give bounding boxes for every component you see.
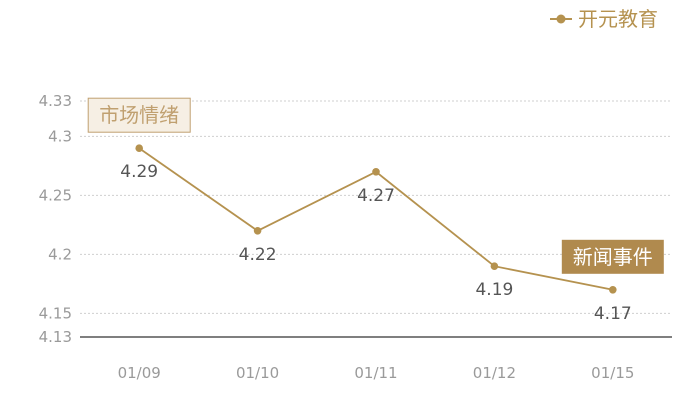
x-tick-label: 01/10: [236, 364, 279, 382]
annotation-background: [87, 97, 191, 133]
annotation-background: [561, 239, 664, 274]
y-tick-label: 4.2: [48, 245, 72, 263]
grid-lines: [80, 100, 672, 314]
data-label: 4.27: [357, 186, 395, 206]
annotation-box: 市场情绪: [87, 97, 191, 133]
annotation-label: 市场情绪: [99, 103, 179, 127]
data-point[interactable]: [372, 168, 380, 176]
data-point[interactable]: [490, 262, 499, 271]
legend[interactable]: 开元教育: [550, 7, 658, 31]
x-tick-label: 01/09: [118, 364, 161, 382]
x-tick-label: 01/15: [591, 364, 634, 382]
y-tick-label: 4.3: [48, 127, 72, 145]
y-tick-label: 4.33: [39, 92, 72, 110]
y-tick-label: 4.13: [39, 328, 72, 346]
data-point[interactable]: [135, 144, 143, 152]
x-tick-label: 01/11: [354, 364, 397, 382]
series-line-group: [135, 144, 617, 294]
x-tick-label: 01/12: [473, 364, 516, 382]
legend-dot-icon: [556, 14, 566, 24]
y-tick-label: 4.15: [39, 304, 72, 322]
data-labels: 4.29 4.22 4.27 4.19 4.17: [120, 162, 631, 324]
data-label: 4.19: [475, 280, 513, 300]
legend-series-name: 开元教育: [578, 7, 658, 31]
y-axis-ticks: 4.33 4.3 4.25 4.2 4.15 4.13: [39, 92, 72, 346]
x-axis-ticks: 01/09 01/10 01/11 01/12 01/15: [118, 364, 635, 382]
data-label: 4.22: [239, 245, 277, 265]
annotation-box: 新闻事件: [561, 239, 664, 274]
data-label: 4.17: [594, 304, 632, 324]
annotation-label: 新闻事件: [573, 245, 653, 269]
data-point[interactable]: [609, 286, 617, 294]
data-label: 4.29: [120, 162, 158, 182]
y-tick-label: 4.25: [39, 186, 72, 204]
data-point[interactable]: [253, 227, 262, 235]
